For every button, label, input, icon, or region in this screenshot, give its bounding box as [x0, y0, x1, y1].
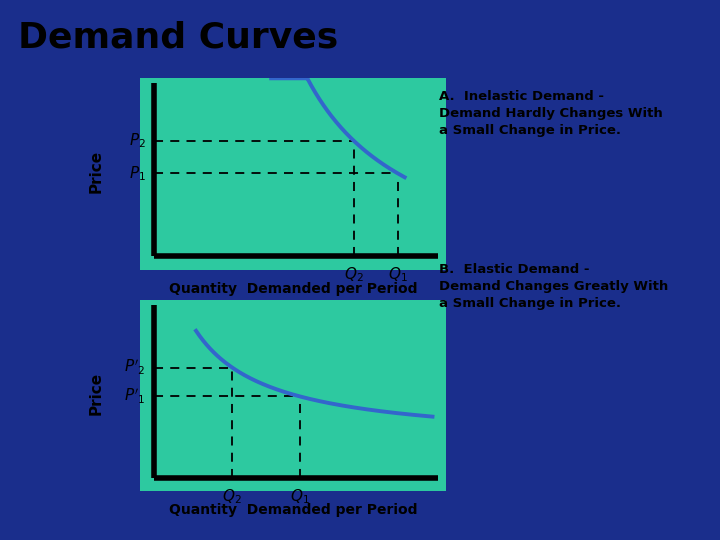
Text: $Q_1$: $Q_1$ — [388, 266, 408, 285]
Text: $P_2$: $P_2$ — [129, 132, 146, 151]
Text: Demand Curves: Demand Curves — [18, 20, 338, 54]
Text: $P'_1$: $P'_1$ — [125, 387, 146, 406]
Text: Price: Price — [89, 150, 104, 193]
Text: A.  Inelastic Demand -
Demand Hardly Changes With
a Small Change in Price.: A. Inelastic Demand - Demand Hardly Chan… — [438, 90, 662, 137]
Text: $Q_2$: $Q_2$ — [222, 487, 242, 506]
Text: B.  Elastic Demand -
Demand Changes Greatly With
a Small Change in Price.: B. Elastic Demand - Demand Changes Great… — [438, 263, 668, 310]
Text: $Q_2$: $Q_2$ — [344, 266, 364, 285]
Text: Price: Price — [89, 372, 104, 415]
Text: $P'_2$: $P'_2$ — [125, 358, 146, 377]
Text: $Q_1$: $Q_1$ — [290, 487, 310, 506]
Text: Quantity  Demanded per Period: Quantity Demanded per Period — [169, 282, 418, 296]
Text: Quantity  Demanded per Period: Quantity Demanded per Period — [169, 503, 418, 517]
Text: $P_1$: $P_1$ — [129, 164, 146, 183]
